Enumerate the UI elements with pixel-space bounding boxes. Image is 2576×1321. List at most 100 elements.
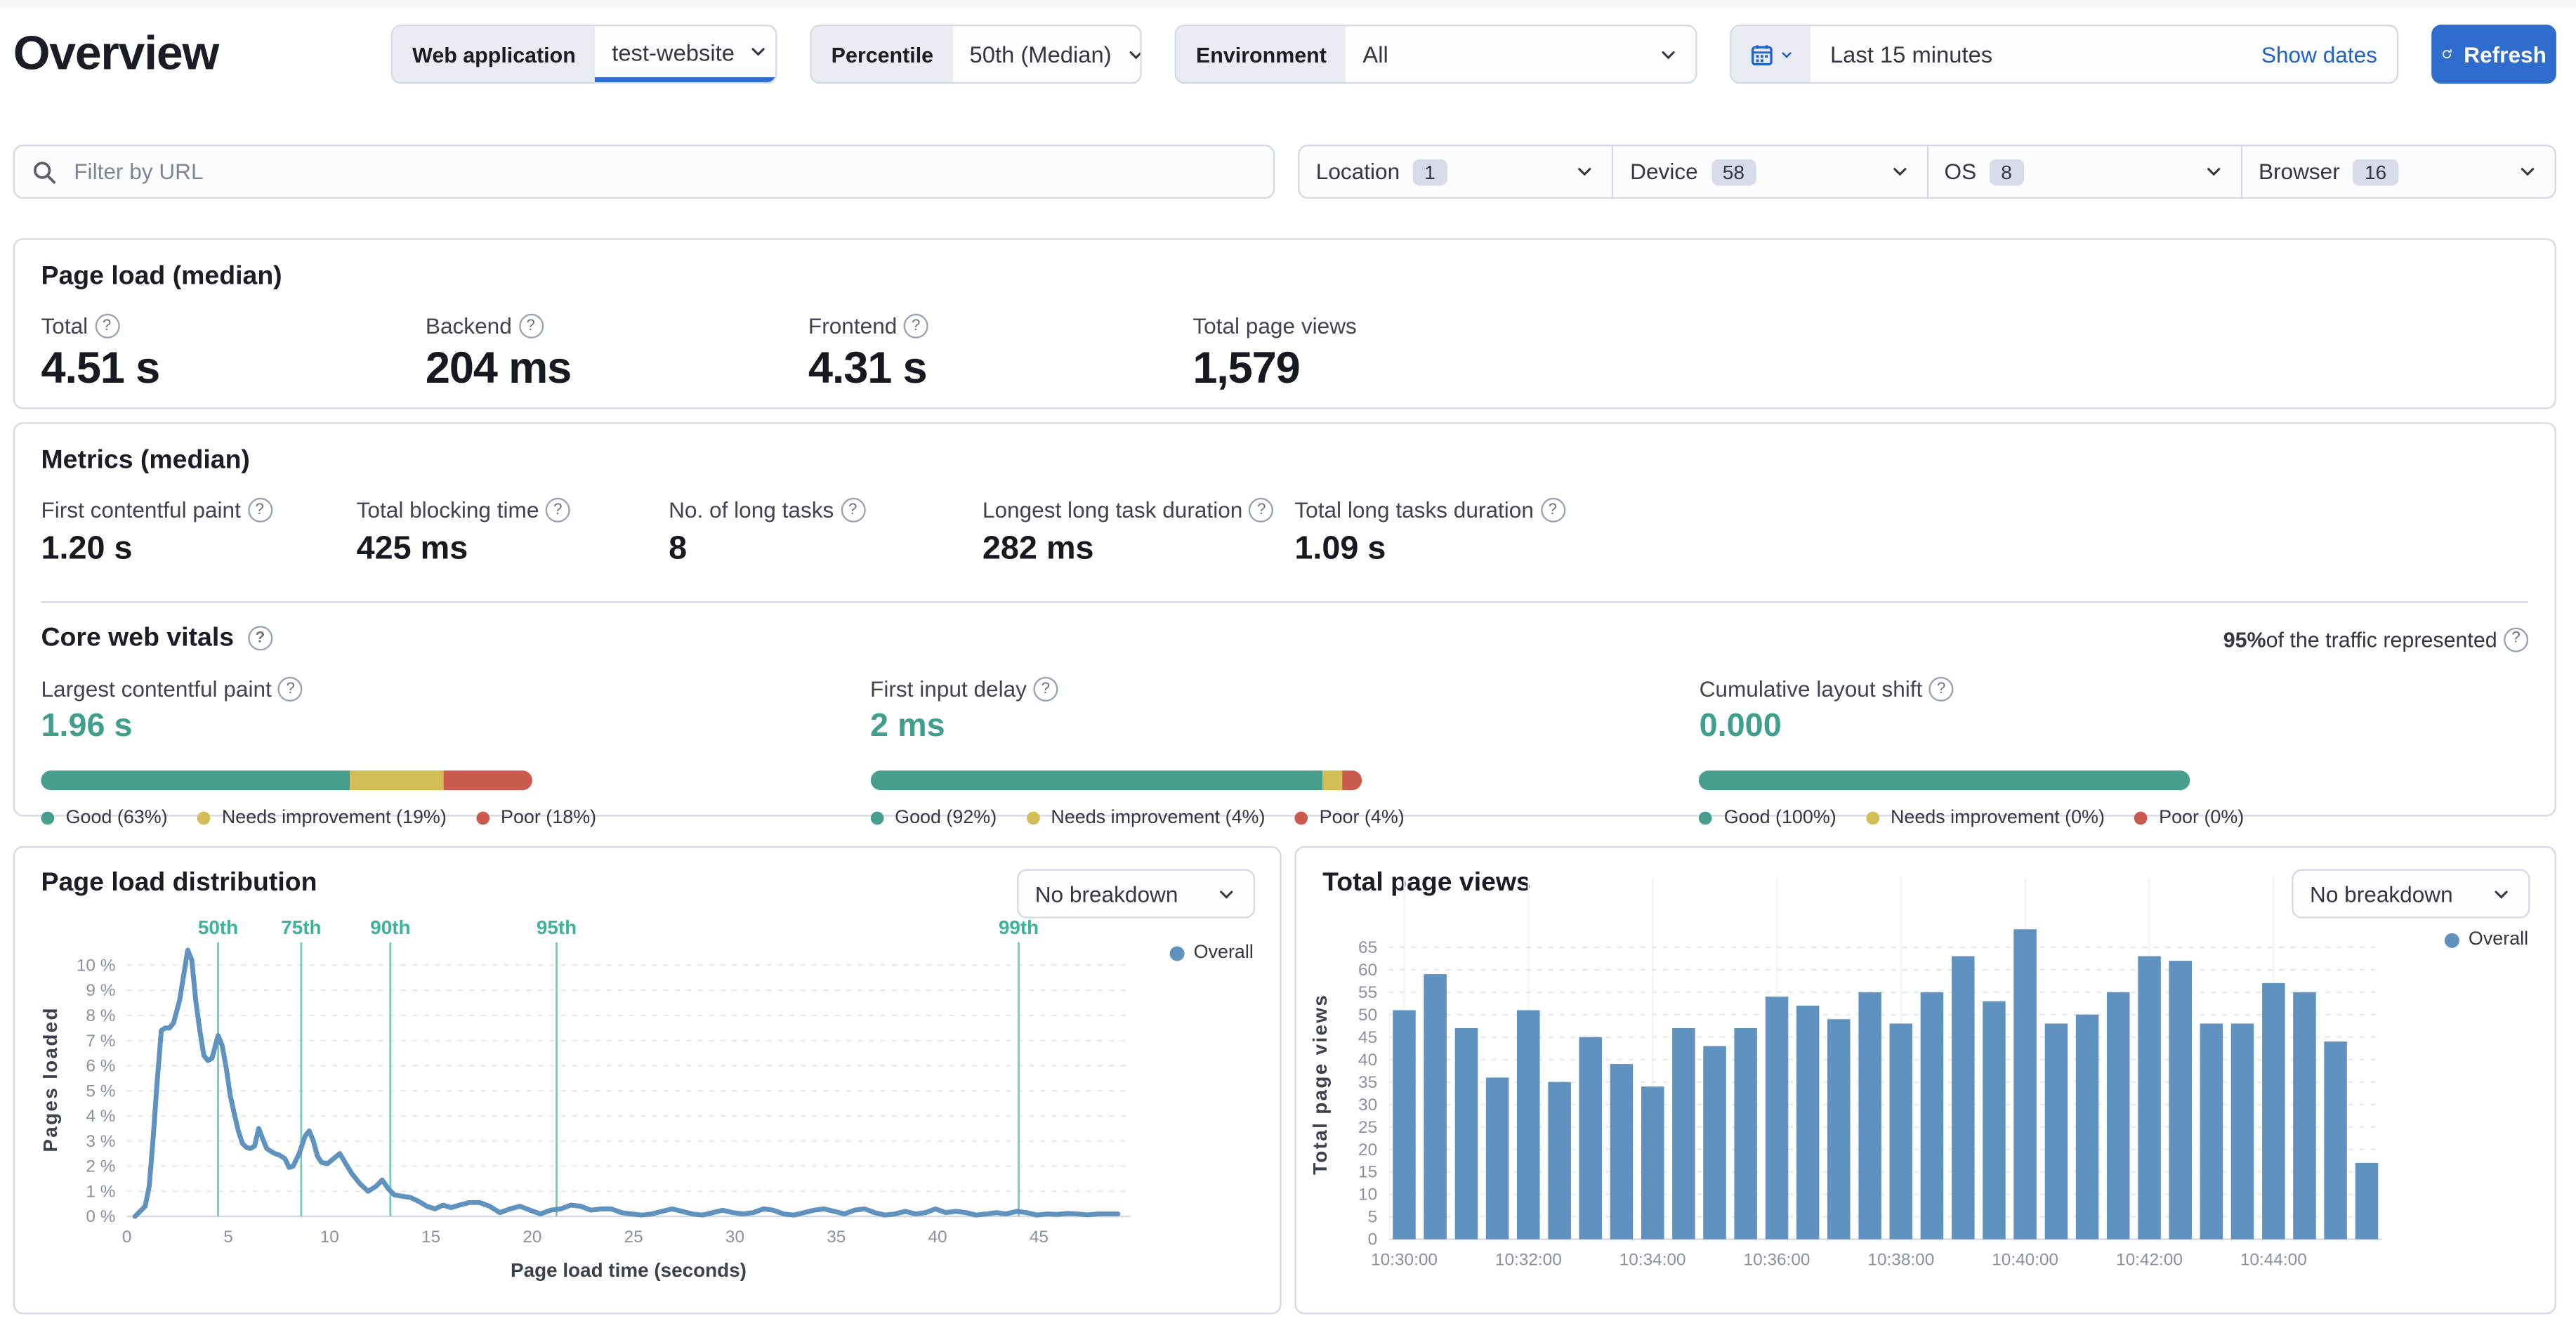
- help-icon[interactable]: [247, 497, 272, 523]
- svg-text:45: 45: [1358, 1028, 1377, 1047]
- os-filter-label: OS: [1944, 159, 1977, 185]
- chevron-down-icon: [751, 48, 765, 56]
- chevron-down-icon: [1781, 51, 1791, 58]
- svg-text:0 %: 0 %: [86, 1207, 115, 1226]
- facet-filter-group: Location 1 Device 58 OS 8 Browser 16: [1298, 144, 2556, 199]
- environment-select[interactable]: Environment All: [1174, 25, 1697, 84]
- percentile-label: Percentile: [811, 26, 954, 82]
- help-icon[interactable]: [2504, 626, 2529, 652]
- svg-text:35: 35: [1358, 1073, 1377, 1092]
- stat-tbt: Total blocking time 425 ms: [357, 497, 669, 569]
- refresh-icon: [2443, 49, 2452, 59]
- vital-legend-item: Good (92%): [870, 808, 997, 828]
- svg-text:10 %: 10 %: [77, 956, 116, 975]
- vital-bar-segment: [41, 770, 351, 791]
- chevron-down-icon: [1893, 168, 1906, 176]
- top-bar: Overview Web application test-website Pe…: [13, 18, 2556, 91]
- metrics-panel: Metrics (median) First contentful paint …: [13, 422, 2556, 828]
- show-dates-link[interactable]: Show dates: [2261, 41, 2377, 67]
- legend-dot: [197, 811, 211, 825]
- vital-legend-item: Poor (0%): [2134, 808, 2244, 828]
- vital-cls-value: 0.000: [1699, 708, 1782, 744]
- total-page-views-chart: 0 5 10 15 20 25 30 35 40 45 50 55 60 65 10:30:00 10:32:…: [1296, 848, 2555, 1313]
- stat-total: Total 4.51 s: [41, 313, 425, 395]
- top-controls: Web application test-website Percentile …: [390, 25, 2556, 84]
- svg-text:90th: 90th: [370, 916, 410, 938]
- chevron-down-icon: [1578, 168, 1591, 176]
- stat-backend-value: 204 ms: [425, 343, 572, 393]
- percentile-select[interactable]: Percentile 50th (Median): [810, 25, 1142, 84]
- svg-text:Page load time (seconds): Page load time (seconds): [511, 1259, 747, 1281]
- breakdown-select[interactable]: No breakdown: [2292, 869, 2530, 919]
- search-icon: [33, 161, 56, 183]
- help-icon[interactable]: [278, 676, 303, 702]
- help-icon[interactable]: [840, 497, 865, 523]
- stat-backend: Backend 204 ms: [425, 313, 808, 395]
- help-icon[interactable]: [1928, 676, 1954, 702]
- vital-fid-legend: Good (92%) Needs improvement (4%) Poor (4%…: [870, 808, 1700, 828]
- date-picker-value[interactable]: Last 15 minutes: [1829, 41, 1993, 67]
- stat-frontend-value: 4.31 s: [808, 343, 928, 393]
- legend-overall[interactable]: Overall: [2443, 930, 2528, 949]
- location-filter[interactable]: Location 1: [1299, 146, 1612, 197]
- help-icon[interactable]: [247, 626, 272, 651]
- vital-lcp-bar: [41, 770, 532, 791]
- help-icon[interactable]: [1249, 497, 1274, 523]
- stat-total-page-views-value: 1,579: [1192, 343, 1300, 393]
- vital-cls-bar: [1699, 770, 2191, 791]
- help-icon[interactable]: [1540, 497, 1565, 523]
- web-application-select[interactable]: Web application test-website: [390, 25, 777, 84]
- svg-text:8 %: 8 %: [86, 1006, 115, 1025]
- svg-text:40: 40: [1358, 1051, 1377, 1070]
- legend-overall[interactable]: Overall: [1169, 943, 1254, 963]
- vital-cls: Cumulative layout shift 0.000 Good (100%…: [1699, 676, 2529, 828]
- device-count-badge: 58: [1711, 158, 1756, 185]
- filter-bar: Location 1 Device 58 OS 8 Browser 16: [13, 144, 2556, 199]
- refresh-button[interactable]: Refresh: [2431, 25, 2556, 84]
- svg-text:0: 0: [1368, 1230, 1378, 1249]
- help-icon[interactable]: [94, 313, 119, 339]
- vital-legend-item: Poor (4%): [1294, 808, 1405, 828]
- window-top-strip: [0, 0, 2576, 8]
- help-icon[interactable]: [545, 497, 570, 523]
- svg-text:4 %: 4 %: [86, 1107, 115, 1126]
- legend-dot: [2443, 932, 2459, 947]
- svg-text:25: 25: [1358, 1118, 1377, 1137]
- help-icon[interactable]: [903, 313, 928, 339]
- chevron-down-icon: [1662, 50, 1675, 59]
- os-count-badge: 8: [1989, 158, 2024, 185]
- page-load-title: Page load (median): [41, 263, 282, 291]
- svg-text:5: 5: [1368, 1208, 1378, 1227]
- vital-legend-item: Poor (18%): [475, 808, 596, 828]
- device-filter[interactable]: Device 58: [1612, 146, 1926, 197]
- vital-cls-legend: Good (100%) Needs improvement (0%) Poor (0…: [1699, 808, 2529, 828]
- vital-lcp-value: 1.96 s: [41, 708, 133, 744]
- svg-text:99th: 99th: [999, 916, 1039, 938]
- help-icon[interactable]: [1033, 676, 1058, 702]
- stat-long-tasks: No. of long tasks 8: [669, 497, 983, 569]
- svg-text:30: 30: [725, 1228, 744, 1247]
- stat-total-value: 4.51 s: [41, 343, 160, 393]
- chevron-down-icon: [2521, 168, 2535, 176]
- percentile-value: 50th (Median): [969, 41, 1112, 67]
- vital-bar-segment: [1341, 770, 1362, 791]
- svg-text:0: 0: [122, 1228, 132, 1247]
- legend-dot: [1169, 945, 1184, 961]
- vital-legend-item: Needs improvement (19%): [197, 808, 447, 828]
- svg-text:10:36:00: 10:36:00: [1744, 1251, 1811, 1270]
- environment-value: All: [1362, 41, 1388, 67]
- core-web-vitals-title: Core web vitals: [41, 624, 272, 654]
- help-icon[interactable]: [518, 313, 544, 339]
- vital-fid-value: 2 ms: [870, 708, 945, 744]
- chevron-down-icon: [2495, 890, 2508, 898]
- svg-text:10:42:00: 10:42:00: [2116, 1251, 2183, 1270]
- browser-filter[interactable]: Browser 16: [2240, 146, 2554, 197]
- vital-bar-segment: [1322, 770, 1342, 791]
- svg-text:65: 65: [1358, 938, 1377, 957]
- os-filter[interactable]: OS 8: [1926, 146, 2240, 197]
- svg-text:5 %: 5 %: [86, 1082, 115, 1100]
- breakdown-select[interactable]: No breakdown: [1017, 869, 1256, 919]
- vital-bar-segment: [1699, 770, 2191, 791]
- url-filter-input[interactable]: [70, 157, 1257, 186]
- date-picker-quick-menu-button[interactable]: [1731, 26, 1811, 82]
